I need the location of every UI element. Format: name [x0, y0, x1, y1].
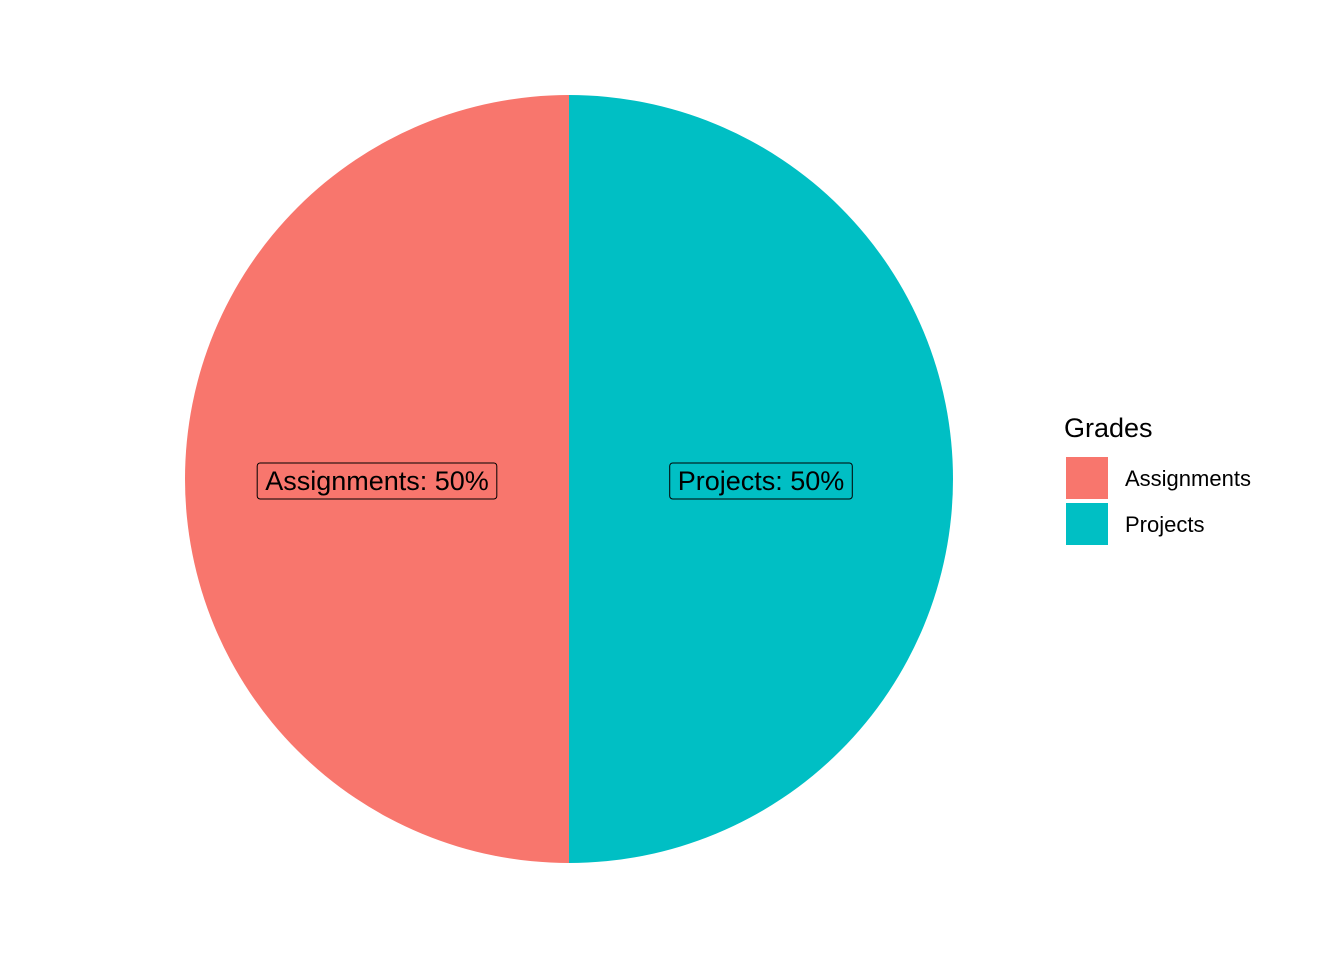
legend-label-projects: Projects	[1125, 512, 1204, 537]
legend-key-projects	[1066, 503, 1108, 545]
legend-items: Assignments Projects	[1066, 457, 1251, 545]
slice-label-box	[256, 462, 498, 500]
legend-key-assignments	[1066, 457, 1108, 499]
legend: Grades Assignments Projects	[1064, 413, 1251, 545]
legend-label-assignments: Assignments	[1125, 466, 1251, 491]
slice-label-text: Assignments: 50%	[265, 466, 489, 496]
slice-label-box	[669, 462, 853, 500]
slice-labels: Assignments: 50% Projects: 50%	[256, 462, 853, 500]
slice-label-text: Projects: 50%	[678, 466, 845, 496]
slice-label-projects: Projects: 50%	[669, 462, 853, 500]
slice-label-assignments: Assignments: 50%	[256, 462, 498, 500]
legend-title: Grades	[1064, 413, 1153, 443]
